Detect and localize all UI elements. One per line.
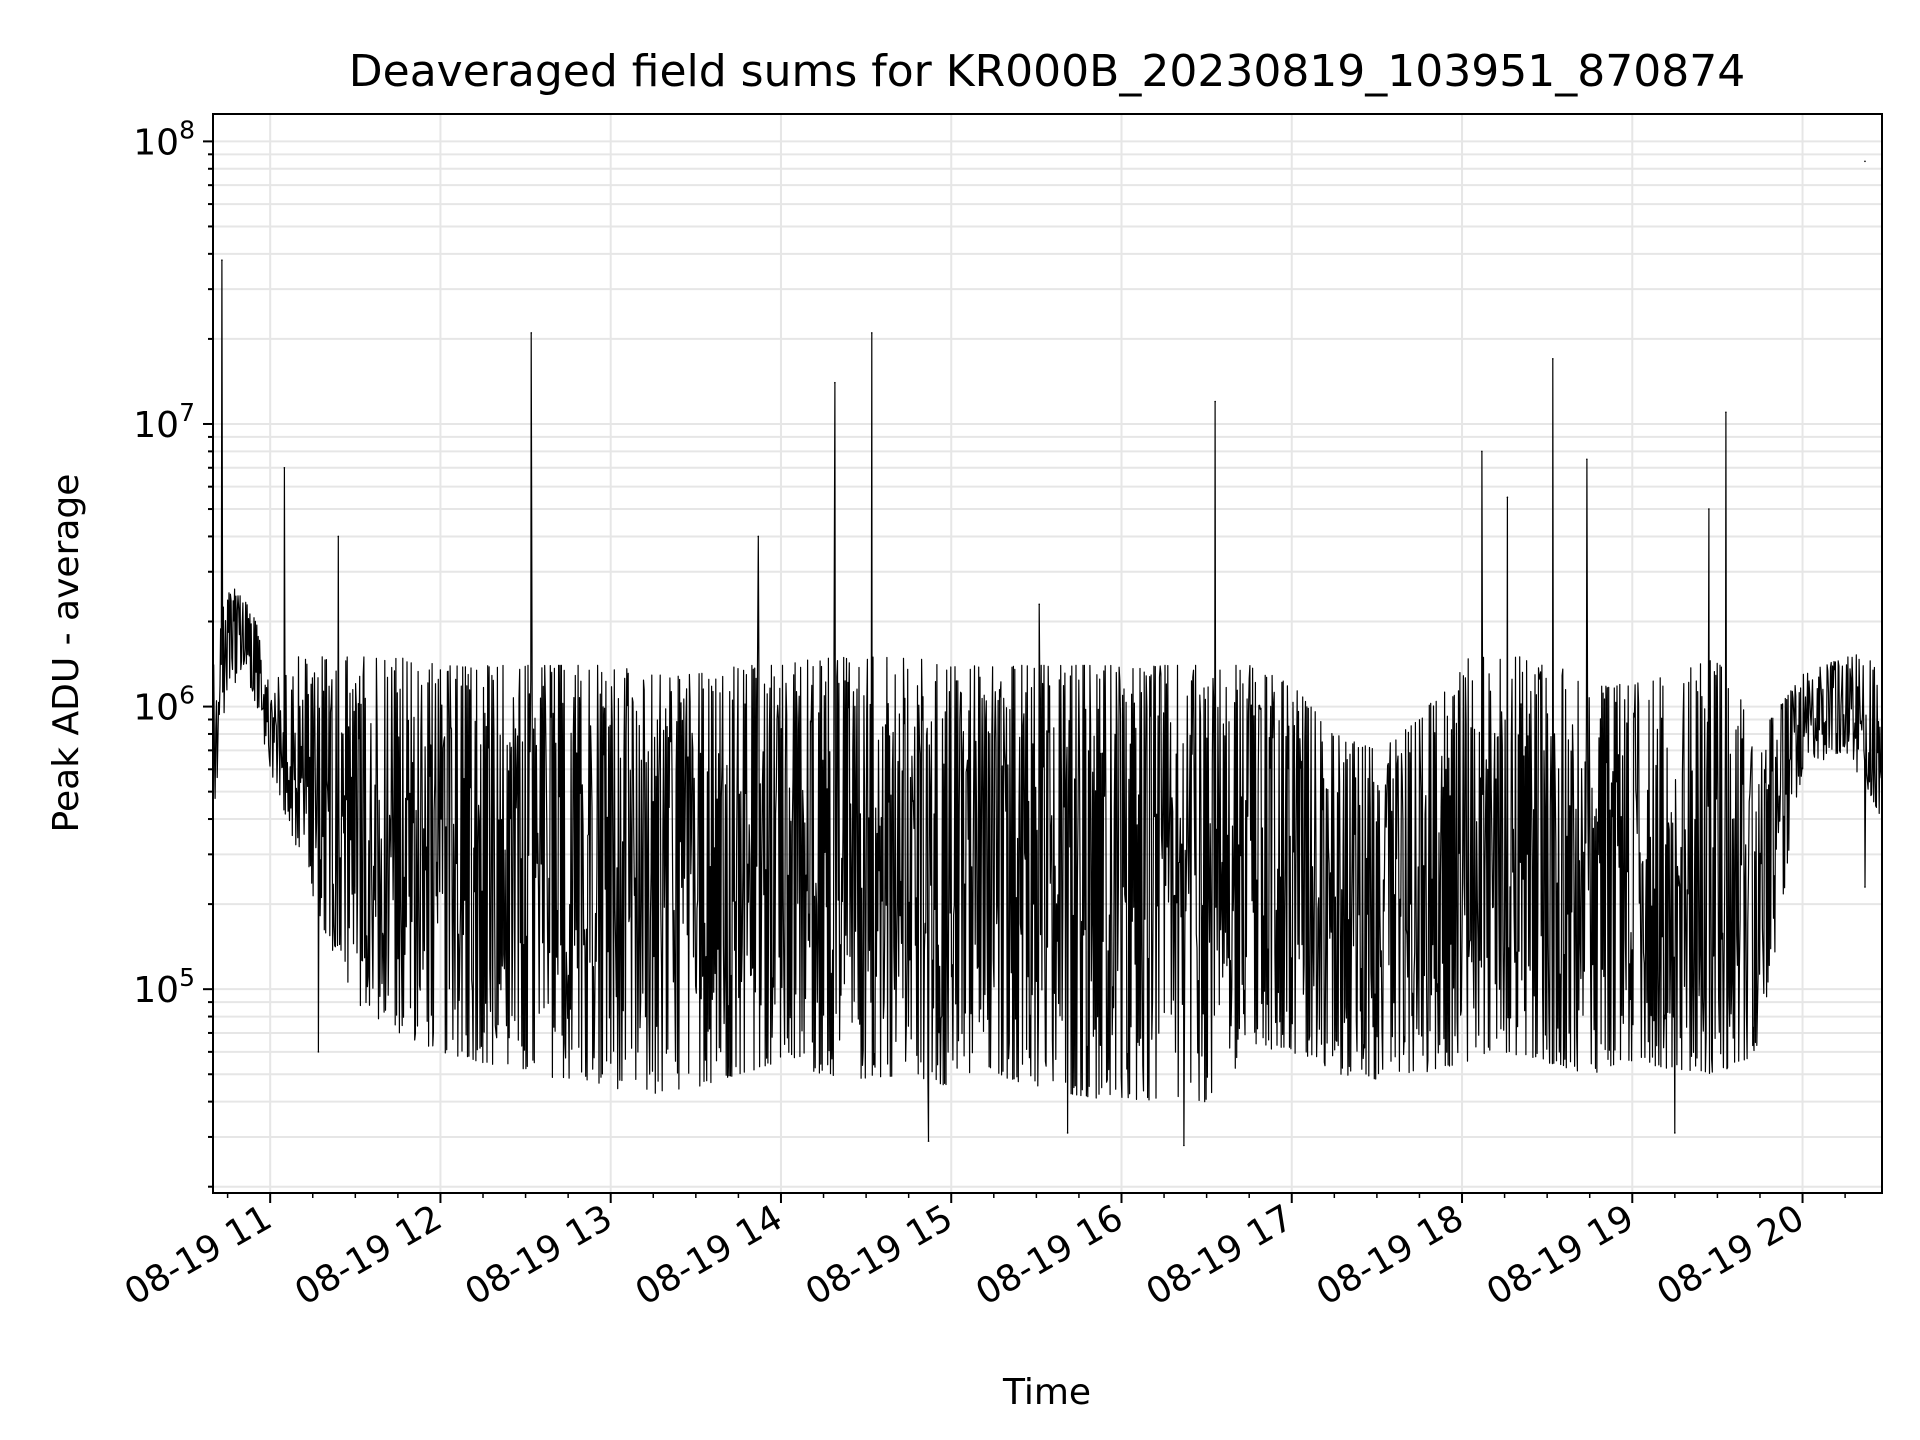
spike-point <box>530 332 533 334</box>
y-axis-label: Peak ADU - average <box>46 474 87 833</box>
spike-point <box>1214 400 1216 403</box>
dip-point <box>1674 1132 1676 1134</box>
dip-point <box>1066 1132 1069 1134</box>
data-layer <box>212 160 1883 1147</box>
spike-point <box>221 259 223 261</box>
y-axis: 105 106 107 108 <box>133 115 213 1188</box>
spike-point <box>1725 411 1727 414</box>
spike-point <box>870 332 873 334</box>
spike-point <box>1864 160 1866 163</box>
x-tick-label: 08-19 15 <box>799 1197 960 1313</box>
y-tick-label: 107 <box>133 398 195 446</box>
x-tick-label: 08-19 14 <box>629 1197 790 1313</box>
x-tick-label: 08-19 20 <box>1650 1197 1811 1313</box>
dip-point <box>317 1051 320 1053</box>
spike-point <box>1586 458 1588 461</box>
plot-frame <box>212 113 1883 1194</box>
x-tick-label: 08-19 16 <box>969 1197 1130 1313</box>
dip-point <box>927 1140 930 1142</box>
x-tick-label: 08-19 12 <box>288 1197 449 1313</box>
x-axis-label: Time <box>1002 1372 1091 1413</box>
y-tick-label: 106 <box>133 681 195 729</box>
spike-point <box>757 535 760 538</box>
series-line <box>212 259 1883 1146</box>
x-tick-label: 08-19 11 <box>118 1197 279 1313</box>
y-tick-label: 108 <box>133 115 195 163</box>
chart-title: Deaveraged field sums for KR000B_2023081… <box>349 46 1745 97</box>
x-axis: 08-19 11 08-19 12 08-19 13 08-19 14 08-19 15… <box>118 1193 1846 1314</box>
dip-point <box>1183 1144 1185 1147</box>
x-tick-label: 08-19 18 <box>1310 1197 1471 1313</box>
spike-point <box>1038 603 1040 606</box>
spike-point <box>1481 450 1483 453</box>
spike-point <box>337 535 340 538</box>
x-tick-label: 08-19 19 <box>1480 1197 1641 1313</box>
x-tick-label: 08-19 17 <box>1140 1197 1301 1313</box>
x-tick-label: 08-19 13 <box>459 1197 620 1313</box>
y-tick-label: 105 <box>133 963 195 1011</box>
spike-point <box>283 466 286 469</box>
dip-point <box>1864 886 1866 888</box>
spike-point <box>1552 358 1554 360</box>
spike-point <box>1708 508 1710 510</box>
spike-point <box>834 381 836 384</box>
spike-point <box>1506 496 1509 499</box>
